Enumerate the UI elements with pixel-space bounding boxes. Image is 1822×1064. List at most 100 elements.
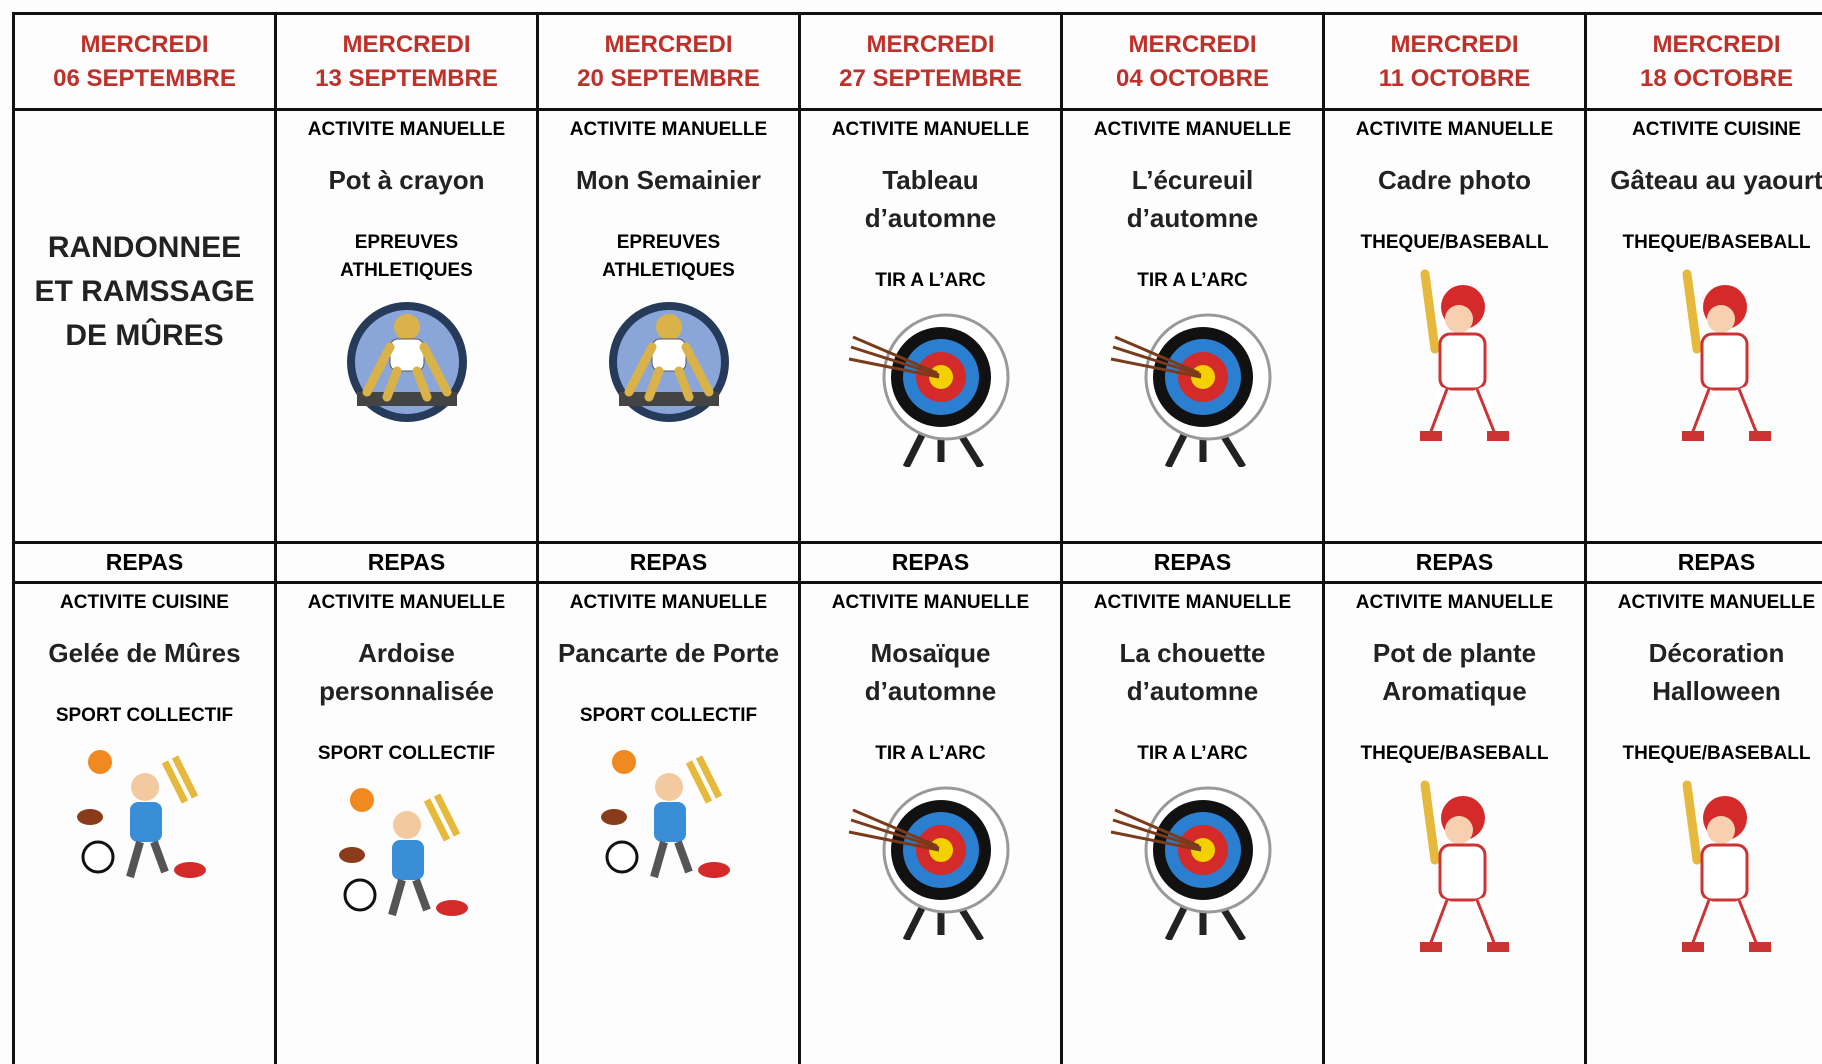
body [391,840,424,880]
ball [611,750,636,774]
afternoon-cell: ACTIVITE MANUELLE Ardoise personnalisée SP… [277,584,539,1064]
activity-title: Décoration Halloween [1648,638,1785,706]
arrows [1110,808,1201,852]
meal-cell: REPAS [1325,544,1587,584]
team-sport-icon [600,750,730,879]
uniform [1438,332,1486,391]
track [618,392,719,406]
shoe [1486,942,1509,952]
morning-cell: ACTIVITE MANUELLE L’écureuil d’automne TIR… [1063,111,1325,544]
activity-category: ACTIVITE MANUELLE [1093,592,1292,613]
activity-title: Mosaïque d’automne [864,638,997,706]
face [1706,305,1735,333]
face [1444,305,1473,333]
activity-category: ACTIVITE MANUELLE [1355,119,1554,140]
ball [76,809,103,825]
uniform [1700,843,1748,902]
leg-outline [1690,899,1758,946]
arrows [848,335,939,379]
afternoon-cell: ACTIVITE MANUELLE La chouette d’automne TI… [1063,584,1325,1064]
date: 27 SEPTEMBRE [839,64,1022,92]
afternoon-cell: ACTIVITE MANUELLE Décoration Halloween THE… [1587,584,1822,1064]
bat [1682,269,1701,354]
illustration [594,742,744,897]
athlete-icon [346,302,467,422]
activity-category: ACTIVITE MANUELLE [831,119,1030,140]
day-header: MERCREDI 06 SEPTEMBRE [15,15,277,111]
activity-title: Pot à crayon [328,165,485,195]
target-icon [1110,786,1271,942]
meal-cell: REPAS [1587,544,1822,584]
limbs [624,342,713,402]
day-name: MERCREDI [604,30,733,58]
sport-activity: THEQUE/BASEBALL [1360,743,1549,764]
head [130,773,159,801]
afternoon-cell: ACTIVITE MANUELLE Pot de plante Aromatiqu… [1325,584,1587,1064]
activity-title: Pot de plante Aromatique [1372,638,1537,706]
target-icon [848,313,1009,469]
day-header: MERCREDI 18 OCTOBRE [1587,15,1822,111]
illustration [332,297,482,432]
activity-title: L’écureuil d’automne [1126,165,1259,233]
illustration [1103,307,1283,472]
ball [87,750,112,774]
shoe [1486,431,1509,441]
meal-cell: REPAS [801,544,1063,584]
morning-cell: ACTIVITE MANUELLE Tableau d’automne TIR A … [801,111,1063,544]
sport-activity: TIR A L’ARC [875,743,986,764]
ball [338,847,365,863]
date: 20 SEPTEMBRE [577,64,760,92]
shoe [1419,942,1442,952]
target-icon [1110,313,1271,469]
shoe [1748,431,1771,441]
activity-category: ACTIVITE MANUELLE [307,592,506,613]
athlete-icon [608,302,729,422]
bat [1420,269,1439,354]
activity-category: ACTIVITE MANUELLE [1355,592,1554,613]
day-name: MERCREDI [1128,30,1257,58]
head [392,811,421,839]
illustration [332,780,482,935]
legs [649,840,693,879]
day-name: MERCREDI [1652,30,1781,58]
day-header: MERCREDI 20 SEPTEMBRE [539,15,801,111]
day-header: MERCREDI 04 OCTOBRE [1063,15,1325,111]
illustration [1395,269,1515,454]
legs [387,878,431,917]
activity-category: ACTIVITE MANUELLE [307,119,506,140]
batter-icon [1681,269,1771,441]
day-name: MERCREDI [80,30,209,58]
ball [605,840,638,874]
ball [349,788,374,812]
activity-category: ACTIVITE CUISINE [60,592,229,613]
activity-title: Mon Semainier [576,165,761,195]
sport-activity: THEQUE/BASEBALL [1622,232,1811,253]
day-header: MERCREDI 27 SEPTEMBRE [801,15,1063,111]
morning-cell: ACTIVITE CUISINE Gâteau au yaourt THEQUE/B… [1587,111,1822,544]
activity-title: Ardoise personnalisée [319,638,494,706]
date: 04 OCTOBRE [1116,64,1269,92]
sticks [423,793,460,842]
head [393,314,420,340]
leg-outline [1428,899,1496,946]
uniform [1438,843,1486,902]
illustration [70,742,220,897]
batter-icon [1681,780,1771,952]
day-header: MERCREDI 11 OCTOBRE [1325,15,1587,111]
target-icon [848,786,1009,942]
body [653,802,686,842]
body [389,338,424,372]
afternoon-cell: ACTIVITE MANUELLE Mosaïque d’automne TIR A… [801,584,1063,1064]
day-header: MERCREDI 13 SEPTEMBRE [277,15,539,111]
sport-activity: SPORT COLLECTIF [579,705,758,726]
activity-title: Gelée de Mûres [48,638,241,668]
activity-category: ACTIVITE MANUELLE [569,119,768,140]
date: 18 OCTOBRE [1640,64,1793,92]
ball [343,878,376,912]
shoe [1419,431,1442,441]
legs [125,840,169,879]
arrows [1110,335,1201,379]
arrows [848,808,939,852]
team-sport-icon [338,788,468,917]
